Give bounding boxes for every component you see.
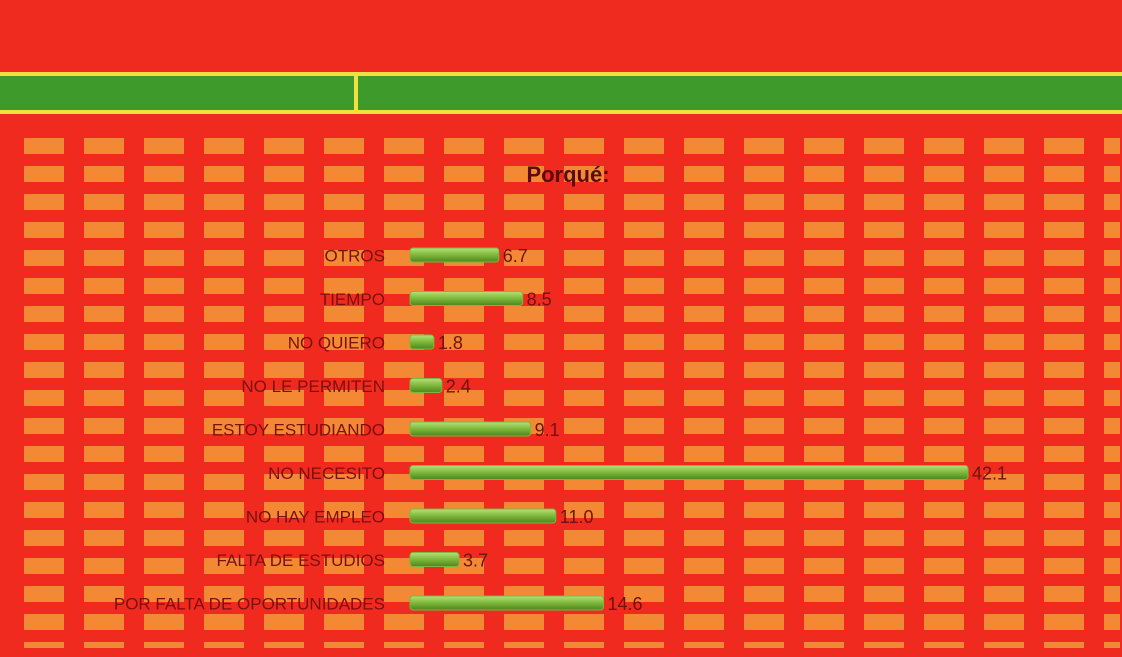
value-label: 1.8 — [438, 333, 463, 353]
category-label: NO HAY EMPLEO — [246, 507, 385, 526]
value-label: 42.1 — [972, 463, 1007, 483]
category-label: TIEMPO — [320, 290, 385, 309]
bar — [409, 334, 435, 350]
value-label: 8.5 — [527, 289, 552, 309]
chart-title: Porqué: — [526, 162, 609, 187]
category-label: FALTA DE ESTUDIOS — [217, 551, 385, 570]
value-label: 6.7 — [503, 246, 528, 266]
pattern-area — [10, 128, 1120, 648]
green-band — [0, 76, 1122, 110]
bar — [409, 465, 969, 480]
bar — [409, 247, 500, 263]
value-label: 14.6 — [608, 594, 643, 614]
value-label: 2.4 — [446, 376, 471, 396]
bar — [409, 508, 557, 524]
value-label: 9.1 — [535, 420, 560, 440]
bar — [409, 421, 532, 437]
bar — [409, 291, 524, 306]
band-divider — [354, 72, 358, 114]
category-label: NO LE PERMITEN — [241, 377, 385, 396]
value-label: 3.7 — [463, 550, 488, 570]
category-label: NO QUIERO — [288, 333, 385, 352]
bar — [409, 552, 460, 567]
bar — [409, 595, 605, 611]
category-label: ESTOY ESTUDIANDO — [212, 420, 385, 439]
category-label: NO NECESITO — [268, 464, 385, 483]
category-label: POR FALTA DE OPORTUNIDADES — [114, 594, 385, 613]
category-label: OTROS — [325, 246, 385, 265]
bar — [409, 378, 443, 393]
value-label: 11.0 — [560, 507, 594, 527]
plot-area: OTROS 6.7 TIEMPO 8.5 NO QUIERO 1.8 NO LE PERMI… — [114, 246, 1007, 614]
